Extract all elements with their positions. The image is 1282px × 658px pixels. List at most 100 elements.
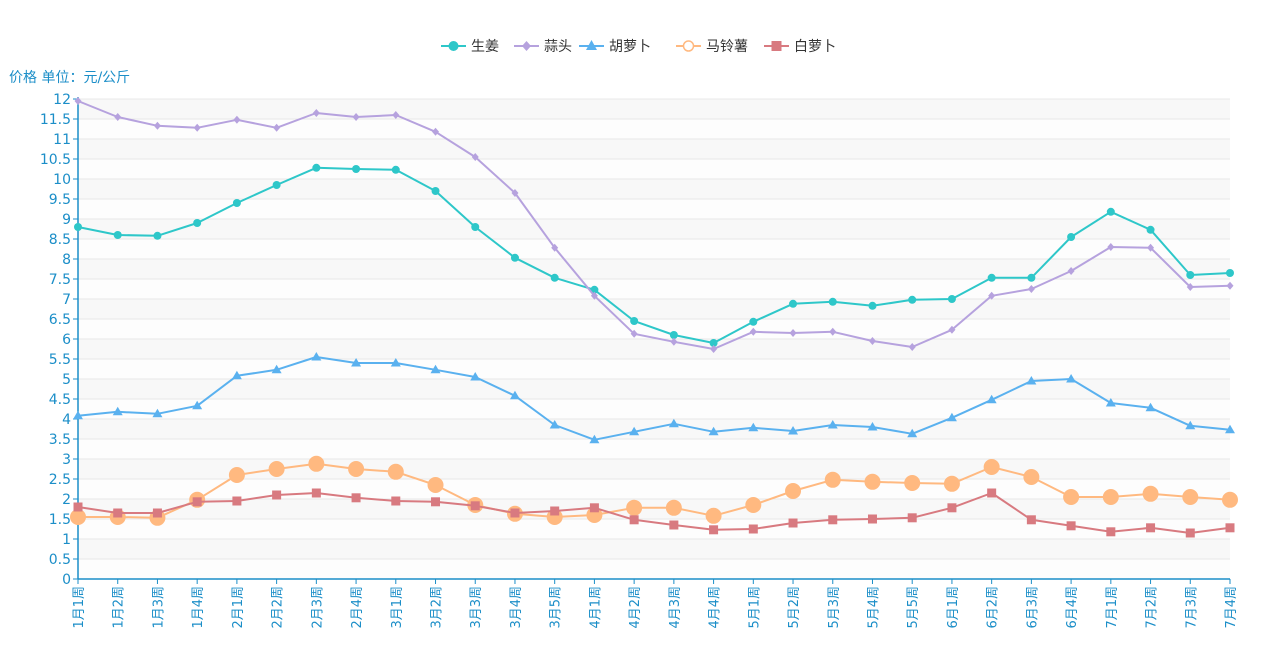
data-point[interactable] <box>788 518 798 528</box>
data-point[interactable] <box>192 497 202 507</box>
data-point[interactable] <box>670 337 678 346</box>
data-point[interactable] <box>471 223 480 231</box>
data-point[interactable] <box>629 515 639 525</box>
data-point[interactable] <box>351 358 362 367</box>
data-point[interactable] <box>748 524 758 534</box>
data-point[interactable] <box>510 508 520 518</box>
data-point[interactable] <box>864 473 881 490</box>
data-point[interactable] <box>70 509 86 525</box>
data-point[interactable] <box>1226 281 1234 290</box>
data-point[interactable] <box>509 390 520 400</box>
data-point[interactable] <box>391 496 401 506</box>
data-point[interactable] <box>745 497 762 513</box>
legend-item[interactable]: 生姜 <box>441 39 499 55</box>
data-point[interactable] <box>943 475 960 492</box>
data-point[interactable] <box>947 295 956 303</box>
data-point[interactable] <box>789 329 797 337</box>
data-point[interactable] <box>988 291 996 300</box>
data-point[interactable] <box>74 223 82 231</box>
data-point[interactable] <box>471 153 479 161</box>
data-point[interactable] <box>549 420 560 429</box>
data-point[interactable] <box>983 459 1000 475</box>
data-point[interactable] <box>348 461 365 477</box>
data-point[interactable] <box>1142 485 1159 502</box>
data-point[interactable] <box>867 514 877 524</box>
data-point[interactable] <box>1186 283 1194 291</box>
data-point[interactable] <box>153 231 162 240</box>
data-point[interactable] <box>590 291 598 300</box>
data-point[interactable] <box>271 364 282 374</box>
data-point[interactable] <box>352 113 360 121</box>
data-point[interactable] <box>273 123 281 132</box>
legend-item[interactable]: 蒜头 <box>514 39 572 55</box>
data-point[interactable] <box>390 358 401 367</box>
data-point[interactable] <box>391 165 400 174</box>
data-point[interactable] <box>947 503 957 513</box>
data-point[interactable] <box>351 493 361 503</box>
data-point[interactable] <box>1066 521 1076 531</box>
data-point[interactable] <box>987 488 997 498</box>
data-point[interactable] <box>948 325 956 334</box>
data-point[interactable] <box>193 219 202 227</box>
data-point[interactable] <box>908 343 916 351</box>
data-point[interactable] <box>193 123 201 132</box>
data-point[interactable] <box>232 199 241 207</box>
data-point[interactable] <box>1027 273 1036 282</box>
legend-item[interactable]: 马铃薯 <box>676 39 748 55</box>
data-point[interactable] <box>788 426 799 435</box>
data-point[interactable] <box>73 502 83 512</box>
data-point[interactable] <box>1185 420 1196 430</box>
data-point[interactable] <box>1067 267 1075 275</box>
data-point[interactable] <box>1147 243 1155 252</box>
data-point[interactable] <box>352 165 361 173</box>
data-point[interactable] <box>669 331 678 339</box>
data-point[interactable] <box>630 317 639 325</box>
data-point[interactable] <box>828 297 837 306</box>
data-point[interactable] <box>112 406 123 416</box>
data-point[interactable] <box>152 508 162 518</box>
data-point[interactable] <box>432 127 440 136</box>
data-point[interactable] <box>705 507 722 524</box>
data-point[interactable] <box>1185 528 1195 538</box>
data-point[interactable] <box>908 295 917 304</box>
data-point[interactable] <box>392 111 400 119</box>
data-point[interactable] <box>470 501 480 511</box>
data-point[interactable] <box>1146 225 1155 234</box>
data-point[interactable] <box>748 422 759 432</box>
data-point[interactable] <box>1026 515 1036 525</box>
data-point[interactable] <box>470 372 481 381</box>
data-point[interactable] <box>550 506 560 516</box>
data-point[interactable] <box>708 426 719 436</box>
data-point[interactable] <box>73 410 83 420</box>
data-point[interactable] <box>312 109 320 117</box>
data-point[interactable] <box>427 477 444 493</box>
data-point[interactable] <box>311 488 321 498</box>
data-point[interactable] <box>511 189 519 197</box>
data-point[interactable] <box>867 422 878 431</box>
data-point[interactable] <box>1146 523 1156 533</box>
data-point[interactable] <box>228 467 245 483</box>
data-point[interactable] <box>827 420 838 429</box>
data-point[interactable] <box>987 273 996 282</box>
data-point[interactable] <box>1063 489 1080 505</box>
data-point[interactable] <box>113 508 123 518</box>
data-point[interactable] <box>1102 489 1119 505</box>
data-point[interactable] <box>1067 233 1076 241</box>
data-point[interactable] <box>1182 489 1199 505</box>
data-point[interactable] <box>1026 376 1037 385</box>
data-point[interactable] <box>1027 285 1035 293</box>
data-point[interactable] <box>669 520 679 530</box>
legend[interactable]: 生姜 蒜头 胡萝卜 马铃薯 白萝卜 <box>441 39 836 55</box>
data-point[interactable] <box>868 337 876 345</box>
data-point[interactable] <box>1225 523 1235 533</box>
data-point[interactable] <box>828 515 838 525</box>
data-point[interactable] <box>1225 424 1235 434</box>
data-point[interactable] <box>308 455 325 472</box>
data-point[interactable] <box>192 400 203 410</box>
data-point[interactable] <box>233 115 241 124</box>
data-point[interactable] <box>626 499 643 516</box>
data-point[interactable] <box>946 412 957 422</box>
legend-item[interactable]: 白萝卜 <box>764 39 836 55</box>
data-point[interactable] <box>907 428 918 438</box>
data-point[interactable] <box>1105 398 1116 407</box>
